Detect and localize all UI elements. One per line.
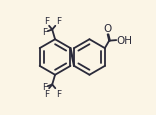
Text: F: F bbox=[42, 27, 47, 36]
Text: F: F bbox=[56, 17, 61, 26]
Text: O: O bbox=[103, 24, 111, 34]
Text: F: F bbox=[42, 82, 47, 91]
Text: OH: OH bbox=[117, 36, 132, 45]
Text: F: F bbox=[44, 17, 49, 26]
Text: F: F bbox=[44, 89, 49, 98]
Text: F: F bbox=[56, 89, 61, 98]
